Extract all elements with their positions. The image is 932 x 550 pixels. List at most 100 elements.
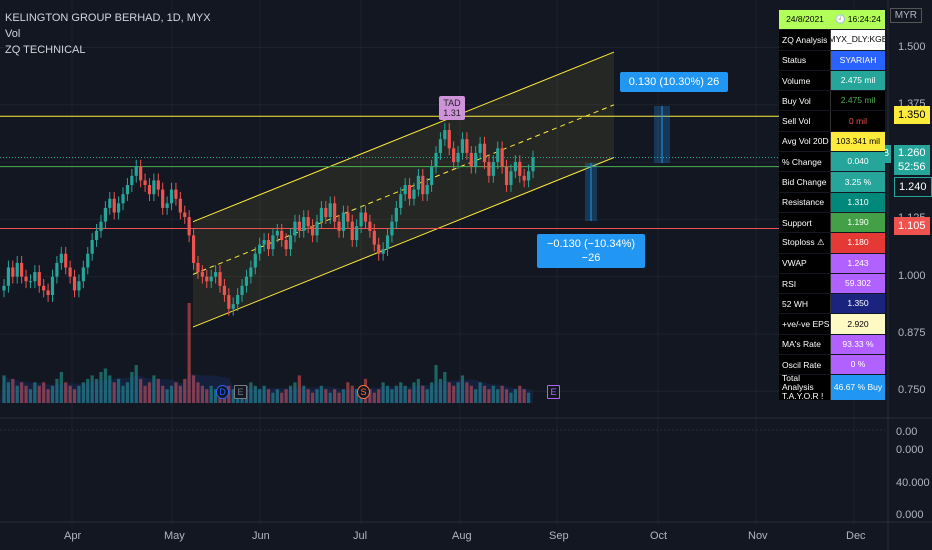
measure-up-label[interactable]: 0.130 (10.30%) 26 — [620, 72, 728, 92]
volume-bar — [460, 375, 465, 403]
volume-bar — [456, 382, 460, 403]
volume-bar — [390, 389, 394, 403]
candle-body — [33, 272, 37, 282]
candle-body — [77, 281, 81, 291]
event-marker[interactable]: E — [547, 385, 560, 399]
currency-label[interactable]: MYR — [889, 8, 922, 23]
volume-bar — [315, 389, 319, 403]
lower-tick: 0.000 — [896, 444, 924, 456]
volume-bar — [297, 375, 301, 403]
candle-body — [421, 175, 425, 195]
volume-bar — [231, 389, 235, 403]
candle-body — [165, 203, 169, 208]
candle-body — [526, 171, 531, 181]
candle-body — [90, 240, 94, 254]
event-marker[interactable]: E — [234, 385, 247, 399]
volume-bar — [187, 303, 191, 403]
candle-body — [196, 262, 200, 273]
candle-body — [531, 157, 535, 172]
panel-row-value: 0.040 — [831, 152, 885, 172]
panel-row-label: ZQ Analysis — [779, 30, 831, 50]
panel-row-label: % Change — [779, 152, 831, 172]
candle-body — [6, 267, 11, 286]
volume-bar — [68, 385, 72, 403]
event-marker[interactable]: S — [357, 385, 370, 399]
candle-body — [434, 152, 438, 167]
candle-body — [200, 272, 204, 277]
candle-body — [504, 166, 509, 185]
candle-body — [350, 221, 354, 240]
measure-down-label[interactable]: −0.130 (−10.34%) −26 — [537, 234, 645, 268]
volume-bar — [24, 385, 28, 403]
candle-body — [266, 240, 271, 250]
event-marker[interactable]: D — [216, 385, 229, 399]
candle-body — [319, 207, 323, 222]
volume-bar — [372, 392, 376, 403]
volume-bar — [284, 389, 288, 403]
panel-time-value: 16:24:24 — [847, 14, 881, 25]
volume-bar — [6, 382, 11, 403]
volume-bar — [500, 385, 504, 403]
candle-body — [381, 249, 385, 254]
volume-bar — [37, 385, 41, 403]
candle-body — [174, 189, 178, 199]
volume-bar — [306, 389, 310, 403]
candle-body — [227, 295, 231, 309]
panel-row-label: VWAP — [779, 253, 831, 273]
lower-tick: 40.000 — [896, 477, 930, 489]
volume-bar — [469, 385, 473, 403]
volume-bar — [205, 389, 209, 403]
volume-bar — [147, 382, 152, 403]
volume-bar — [50, 385, 55, 403]
volume-bar — [266, 389, 271, 403]
volume-bar — [72, 389, 77, 403]
stoploss-price-tag: 1.105 — [894, 217, 930, 235]
indicator-legend[interactable]: ZQ TECHNICAL — [5, 44, 86, 56]
price-tick: 1.500 — [898, 40, 926, 53]
candle-body — [412, 189, 416, 199]
volume-bar — [121, 385, 125, 403]
volume-bar — [191, 375, 196, 403]
candle-body — [222, 285, 227, 295]
month-tick: Sep — [549, 530, 569, 542]
month-tick: May — [164, 530, 185, 542]
volume-bar — [447, 382, 451, 403]
candle-body — [134, 166, 138, 176]
lower-tick: 0.00 — [896, 426, 918, 438]
panel-row: Stoploss ⚠ 1.180 — [779, 233, 885, 254]
candle-body — [324, 207, 328, 218]
candle-body — [156, 180, 160, 190]
volume-bar — [394, 385, 398, 403]
volume-bar — [288, 385, 293, 403]
volume-bar — [183, 378, 187, 403]
panel-row-label: Support — [779, 212, 831, 233]
candle-body — [130, 175, 134, 185]
symbol-title[interactable]: KELINGTON GROUP BERHAD, 1D, MYX — [5, 12, 211, 24]
volume-bar — [227, 385, 231, 403]
volume-bar — [504, 389, 509, 403]
candle-body — [297, 221, 301, 231]
panel-header-row: 24/8/2021 🕘 16:24:24 — [779, 10, 885, 31]
volume-bar — [42, 382, 46, 403]
candle-body — [99, 221, 103, 231]
candle-body — [518, 162, 522, 176]
channel-mid-line — [192, 104, 615, 275]
candle-body — [474, 152, 478, 167]
panel-rows: ZQ Analysis MYX_DLY:KGB Status SYARIAH Volum… — [779, 30, 885, 402]
tad-marker[interactable]: TAD 1.31 — [439, 96, 465, 120]
volume-legend[interactable]: Vol — [5, 28, 21, 40]
volume-bar — [77, 385, 81, 403]
candle-body — [355, 226, 359, 240]
candle-body — [112, 198, 116, 213]
panel-row-label: Stoploss ⚠ — [779, 233, 831, 253]
candle-body — [218, 272, 222, 286]
panel-row-label: RSI — [779, 273, 831, 294]
volume-bar — [350, 385, 354, 403]
volume-bar — [46, 389, 50, 403]
panel-row: Total Analysis T.A.Y.O.R ! 46.67 % Buy — [779, 375, 885, 402]
volume-bar — [482, 385, 487, 403]
candle-body — [258, 244, 262, 254]
volume-bar — [518, 385, 522, 403]
volume-bar — [86, 378, 90, 403]
candle-body — [240, 285, 244, 295]
